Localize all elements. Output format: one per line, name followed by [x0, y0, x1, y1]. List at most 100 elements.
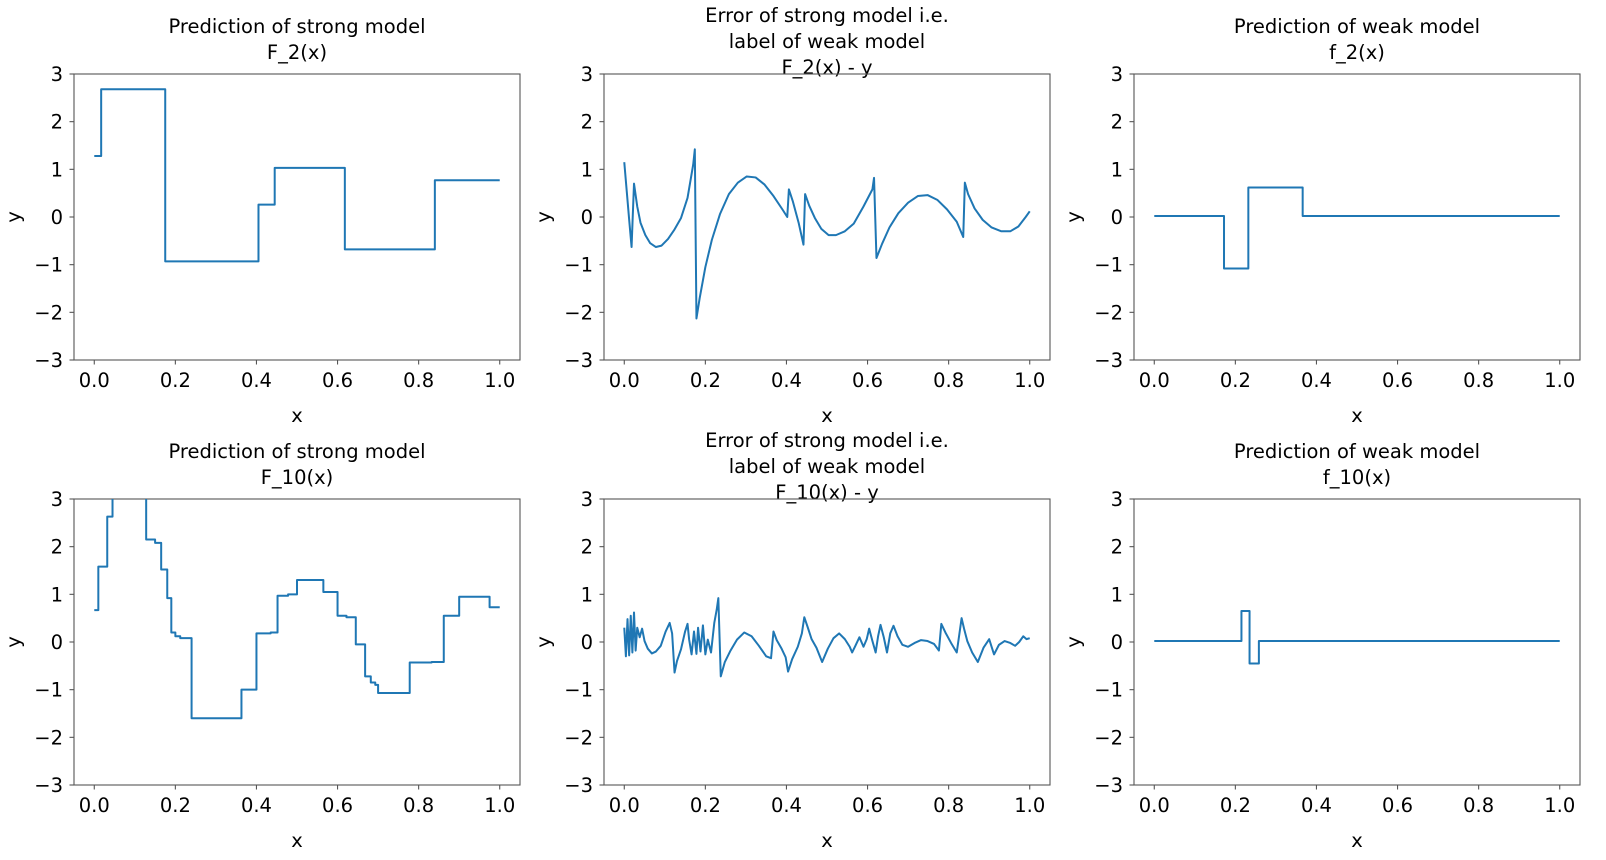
chart-title-line: Error of strong model i.e.: [705, 4, 949, 27]
x-tick-label: 1.0: [1544, 794, 1575, 817]
chart-panel-weak-model-10: Prediction of weak model f_10(x) 0.0 0.2 0.4…: [1060, 425, 1595, 855]
x-tick-label: 1.0: [484, 794, 515, 817]
chart-title-line: Prediction of weak model: [1234, 440, 1480, 463]
chart-panel-strong-model-2: Prediction of strong model F_2(x) 0.0 0.2 0.…: [0, 0, 535, 430]
y-tick-label: 1: [581, 583, 593, 606]
chart-title-line: F_10(x) - y: [775, 481, 879, 504]
x-tick-label: 1.0: [1014, 369, 1045, 392]
y-tick-label: 0: [581, 631, 593, 654]
x-tick-label: 0.2: [1220, 369, 1251, 392]
x-tick-label: 0.8: [1463, 794, 1494, 817]
data-line-strong-model-10: [94, 499, 500, 720]
y-axis-label: y: [1062, 636, 1085, 648]
y-tick-label: −2: [34, 301, 63, 324]
y-tick-label: −1: [34, 679, 63, 702]
y-tick-label: 0: [51, 206, 63, 229]
y-tick-label: −1: [564, 254, 593, 277]
y-axis-label: y: [2, 636, 25, 648]
y-tick-label: −2: [564, 301, 593, 324]
x-tick-label: 0.6: [1382, 794, 1413, 817]
y-tick-label: −3: [564, 349, 593, 372]
chart-title-line: Error of strong model i.e.: [705, 429, 949, 452]
x-tick-label: 0.0: [1139, 794, 1170, 817]
y-tick-label: 2: [581, 111, 593, 134]
y-tick-label: 2: [51, 536, 63, 559]
data-line-strong-model-2: [94, 88, 500, 263]
x-axis-label: x: [821, 404, 833, 427]
chart-title-line: Prediction of strong model: [168, 15, 425, 38]
x-axis-label: x: [821, 829, 833, 852]
y-tick-label: 3: [1111, 488, 1123, 511]
x-tick-label: 0.0: [79, 794, 110, 817]
chart-panel-error-strong-10: Error of strong model i.e. label of weak …: [530, 425, 1065, 855]
x-tick-label: 0.4: [1301, 794, 1332, 817]
y-tick-label: 3: [581, 63, 593, 86]
y-tick-label: −2: [1094, 301, 1123, 324]
axis-frame: [73, 498, 521, 786]
x-tick-label: 0.0: [609, 369, 640, 392]
axis-frame: [73, 73, 521, 361]
x-tick-label: 0.0: [79, 369, 110, 392]
y-tick-label: −2: [564, 726, 593, 749]
axis-frame: [603, 498, 1051, 786]
chart-panel-strong-model-10: Prediction of strong model F_10(x) 0.0 0.2 0…: [0, 425, 535, 855]
y-axis-label: y: [532, 211, 555, 223]
x-tick-label: 0.8: [1463, 369, 1494, 392]
y-tick-label: −3: [1094, 774, 1123, 797]
x-tick-label: 0.6: [1382, 369, 1413, 392]
y-tick-label: −3: [34, 349, 63, 372]
x-tick-label: 0.8: [403, 794, 434, 817]
x-tick-label: 0.0: [609, 794, 640, 817]
x-tick-label: 0.0: [1139, 369, 1170, 392]
data-line-error-strong-10: [623, 597, 1031, 678]
y-axis-label: y: [1062, 211, 1085, 223]
y-tick-label: 2: [1111, 536, 1123, 559]
data-line-weak-model-10: [1154, 610, 1560, 665]
y-tick-label: 1: [1111, 158, 1123, 181]
x-tick-label: 0.2: [1220, 794, 1251, 817]
y-tick-label: 0: [1111, 206, 1123, 229]
y-tick-label: 0: [581, 206, 593, 229]
data-line-weak-model-2: [1154, 186, 1560, 270]
y-tick-label: −2: [1094, 726, 1123, 749]
x-tick-label: 0.2: [690, 794, 721, 817]
y-tick-label: 3: [51, 488, 63, 511]
data-line-error-strong-2: [623, 148, 1031, 320]
x-tick-label: 0.6: [852, 794, 883, 817]
chart-panel-weak-model-2: Prediction of weak model f_2(x) 0.0 0.2 0.4 0…: [1060, 0, 1595, 430]
x-tick-label: 0.4: [1301, 369, 1332, 392]
x-tick-label: 1.0: [484, 369, 515, 392]
chart-title-line: Prediction of weak model: [1234, 15, 1480, 38]
y-tick-label: −2: [34, 726, 63, 749]
y-tick-label: 1: [1111, 583, 1123, 606]
chart-title-line: Prediction of strong model: [168, 440, 425, 463]
x-tick-label: 0.4: [241, 369, 272, 392]
axis-frame: [603, 73, 1051, 361]
y-tick-label: 1: [51, 583, 63, 606]
x-tick-label: 0.8: [403, 369, 434, 392]
x-tick-label: 0.2: [690, 369, 721, 392]
x-axis-label: x: [1351, 829, 1363, 852]
y-tick-label: 2: [51, 111, 63, 134]
y-tick-label: 2: [1111, 111, 1123, 134]
chart-title-line: label of weak model: [729, 455, 925, 478]
y-tick-label: 2: [581, 536, 593, 559]
y-tick-label: 0: [51, 631, 63, 654]
y-tick-label: −1: [1094, 679, 1123, 702]
y-tick-label: 1: [581, 158, 593, 181]
chart-title-line: label of weak model: [729, 30, 925, 53]
x-tick-label: 0.6: [322, 369, 353, 392]
y-tick-label: −3: [1094, 349, 1123, 372]
chart-title-line: f_10(x): [1323, 466, 1391, 489]
chart-title-line: f_2(x): [1329, 41, 1385, 64]
y-tick-label: 3: [51, 63, 63, 86]
y-axis-label: y: [532, 636, 555, 648]
x-tick-label: 0.4: [241, 794, 272, 817]
y-tick-label: −1: [34, 254, 63, 277]
y-tick-label: 3: [581, 488, 593, 511]
x-tick-label: 1.0: [1544, 369, 1575, 392]
chart-title-line: F_2(x): [267, 41, 327, 64]
x-tick-label: 0.8: [933, 369, 964, 392]
x-tick-label: 1.0: [1014, 794, 1045, 817]
